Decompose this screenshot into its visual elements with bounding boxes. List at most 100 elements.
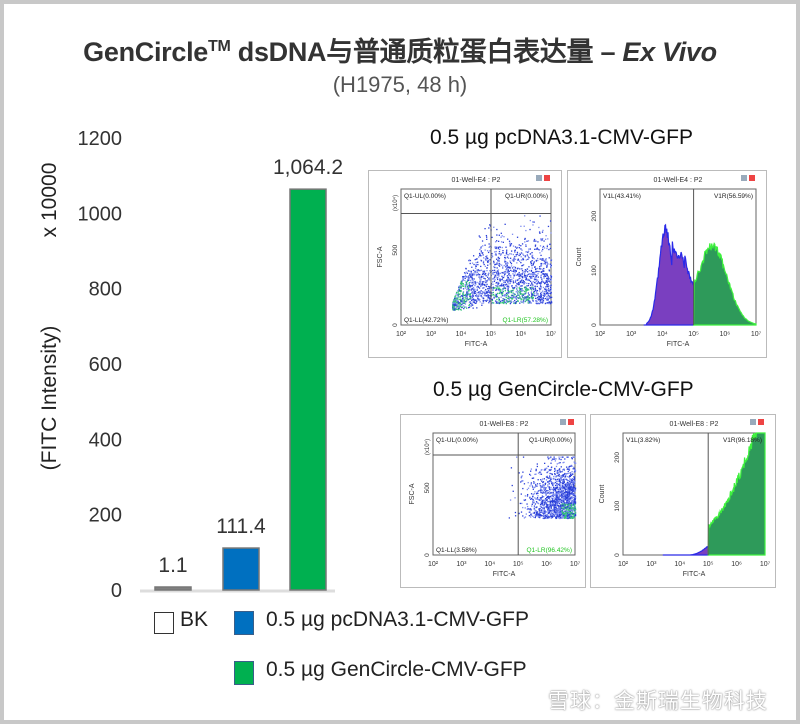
event-dot: [497, 292, 499, 295]
y-axis-label: (FITC Intensity): [38, 326, 61, 471]
event-dot: [480, 269, 483, 271]
event-dot: [493, 226, 495, 228]
event-dot: [530, 291, 533, 293]
plot-area: [400, 188, 552, 326]
event-dot: [518, 244, 520, 246]
event-dot: [484, 249, 486, 251]
event-dot: [502, 280, 505, 282]
event-dot: [574, 462, 577, 464]
event-dot: [514, 251, 516, 253]
event-dot: [546, 471, 548, 474]
event-dot: [555, 475, 557, 478]
event-dot: [546, 302, 549, 304]
event-dot: [557, 497, 559, 499]
event-dot: [555, 517, 558, 519]
event-dot: [468, 290, 470, 292]
event-dot: [469, 294, 471, 296]
bar-data-label: 1,064.2: [273, 156, 343, 179]
event-dot: [545, 291, 547, 293]
event-dot: [552, 508, 555, 510]
event-dot: [535, 271, 537, 273]
event-dot: [540, 238, 542, 240]
event-dot: [478, 270, 480, 272]
event-dot: [572, 493, 574, 495]
event-dot: [488, 260, 490, 263]
event-dot: [566, 513, 568, 515]
event-dot: [552, 501, 554, 503]
event-dot: [548, 503, 551, 505]
event-dot: [554, 489, 557, 492]
event-dot: [507, 238, 509, 240]
quadrant-ll: Q1-LL(42.72%): [404, 317, 448, 324]
event-dot: [518, 267, 520, 270]
event-dot: [559, 481, 561, 483]
event-dot: [504, 280, 506, 282]
event-dot: [496, 272, 498, 274]
event-dot: [558, 456, 560, 458]
event-dot: [460, 309, 462, 311]
event-dot: [535, 278, 537, 280]
event-dot: [568, 475, 571, 477]
event-dot: [542, 297, 544, 299]
event-dot: [505, 266, 507, 268]
event-dot: [570, 497, 572, 499]
event-dot: [564, 475, 567, 477]
event-dot: [554, 511, 556, 513]
event-dot: [543, 260, 546, 262]
event-dot: [454, 295, 456, 297]
event-dot: [529, 228, 531, 231]
event-dot: [543, 488, 545, 490]
event-dot: [500, 232, 502, 234]
event-dot: [513, 257, 515, 259]
event-dot: [571, 481, 573, 484]
event-dot: [470, 289, 472, 291]
event-dot: [569, 472, 572, 474]
event-dot: [540, 503, 543, 506]
event-dot: [538, 226, 540, 229]
event-dot: [550, 274, 552, 277]
event-dot: [471, 278, 474, 280]
event-dot: [563, 485, 565, 487]
event-dot: [486, 292, 489, 294]
event-dot: [545, 487, 547, 489]
event-dot: [550, 300, 553, 302]
event-dot: [499, 263, 501, 266]
event-dot: [546, 277, 548, 280]
event-dot: [526, 488, 528, 491]
event-dot: [538, 516, 541, 519]
event-dot: [573, 501, 575, 503]
event-dot: [498, 253, 500, 255]
event-dot: [534, 289, 537, 291]
event-dot: [538, 298, 540, 301]
event-dot: [482, 254, 484, 256]
event-dot: [542, 272, 544, 275]
event-dot: [496, 270, 499, 272]
event-dot: [472, 295, 475, 297]
event-dot: [542, 268, 544, 270]
event-dot: [574, 497, 576, 500]
event-dot: [522, 302, 525, 304]
event-dot: [491, 298, 493, 301]
event-dot: [468, 288, 470, 291]
event-dot: [504, 281, 506, 284]
event-dot: [507, 289, 509, 291]
event-dot: [491, 255, 494, 258]
event-dot: [560, 489, 562, 491]
event-dot: [477, 295, 480, 297]
event-dot: [550, 486, 552, 489]
event-dot: [574, 502, 577, 504]
event-dot: [513, 259, 515, 261]
x-tick-label: 10⁴: [456, 331, 467, 338]
event-dot: [550, 278, 552, 281]
event-dot: [523, 281, 525, 284]
event-dot: [571, 487, 573, 489]
event-dot: [563, 514, 566, 516]
event-dot: [534, 268, 537, 271]
event-dot: [545, 280, 548, 282]
event-dot: [550, 507, 552, 509]
event-dot: [517, 293, 519, 295]
event-dot: [530, 288, 532, 290]
event-dot: [533, 482, 535, 485]
event-dot: [509, 300, 511, 302]
event-dot: [543, 240, 545, 242]
